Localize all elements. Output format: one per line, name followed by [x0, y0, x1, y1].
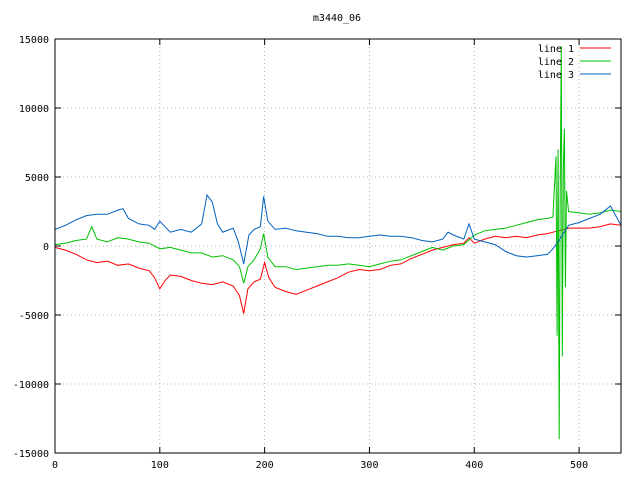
legend-label: line 1: [538, 44, 574, 55]
x-tick-label: 400: [465, 460, 483, 471]
y-tick-label: -15000: [13, 449, 49, 460]
y-tick-label: -10000: [13, 380, 49, 391]
grid: [55, 39, 621, 453]
x-tick-label: 200: [256, 460, 274, 471]
chart-title: m3440_06: [313, 13, 361, 24]
series-line-3: [55, 193, 621, 265]
x-tick-label: 0: [52, 460, 58, 471]
series-line-1: [55, 223, 621, 314]
axis-ticks: 0 100 200 300 400 500 -15000 -10000 -5000 0 5000 10…: [13, 35, 621, 471]
x-tick-label: 100: [151, 460, 169, 471]
x-tick-label: 500: [570, 460, 588, 471]
y-tick-label: 0: [43, 242, 49, 253]
y-tick-label: 5000: [25, 173, 49, 184]
y-tick-label: 10000: [19, 104, 49, 115]
y-tick-label: -5000: [19, 311, 49, 322]
y-tick-label: 15000: [19, 35, 49, 46]
legend-label: line 3: [538, 70, 574, 81]
legend-label: line 2: [538, 57, 574, 68]
series-layer: [55, 45, 621, 440]
x-tick-label: 300: [360, 460, 378, 471]
legend: line 1 line 2 line 3: [538, 44, 611, 81]
series-line-2: [55, 45, 621, 440]
